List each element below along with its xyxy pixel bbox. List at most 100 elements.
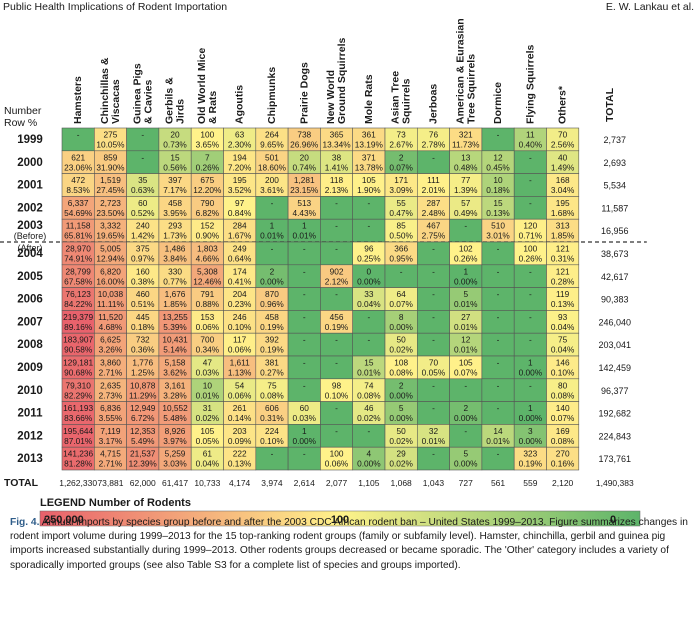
cell-row-percent: 13.19% — [355, 140, 384, 150]
cell-count: 98 — [332, 380, 342, 390]
cell-row-percent: 11.29% — [129, 390, 157, 400]
cell-row-percent: 81.28% — [64, 459, 93, 469]
cell-count: 60 — [138, 198, 148, 208]
cell-row-percent: 90.58% — [64, 345, 93, 355]
cell-row-percent: 3.01% — [486, 231, 510, 241]
cell-count: 61 — [203, 449, 213, 459]
cell-count: 501 — [265, 152, 279, 162]
cell-row-percent: 0.00% — [454, 276, 478, 286]
cell-count: 606 — [265, 403, 279, 413]
cell-row-percent: 0.23% — [228, 299, 252, 309]
cell-row-percent: 4.66% — [196, 254, 220, 264]
cell-row-percent: 0.26% — [519, 254, 543, 264]
column-header-text: Asian Tree — [390, 71, 402, 124]
cell-count: - — [432, 403, 435, 413]
cell-count: - — [335, 358, 338, 368]
cell-count: 33 — [364, 289, 374, 299]
cell-row-percent: 0.08% — [260, 390, 284, 400]
cell-count: 275 — [104, 130, 118, 140]
cell-count: 467 — [427, 221, 441, 231]
cell-row-percent: 0.00% — [519, 436, 543, 446]
cell-row-percent: 12.20% — [193, 185, 222, 195]
cell-row-percent: 0.03% — [196, 368, 220, 378]
cell-row-percent: 0.26% — [196, 162, 220, 172]
cell-count: - — [335, 335, 338, 345]
cell-row-percent: 2.30% — [228, 140, 252, 150]
cell-row-percent: 18.60% — [258, 162, 287, 172]
cell-row-percent: 0.00% — [389, 413, 413, 423]
cell-row-percent: 8.53% — [66, 185, 90, 195]
cell-count: 12,353 — [130, 426, 156, 436]
cell-count: 10,552 — [162, 403, 188, 413]
column-total: 61,417 — [162, 478, 188, 488]
cell-row-percent: 0.51% — [131, 299, 155, 309]
cell-count: 50 — [397, 426, 407, 436]
cell-row-percent: 5.48% — [163, 413, 187, 423]
cell-count: 5,308 — [197, 266, 218, 276]
cell-row-percent: 11.11% — [97, 299, 125, 309]
cell-row-percent: 0.02% — [196, 413, 220, 423]
column-header-text: Viscacas — [110, 79, 122, 124]
cell-count: - — [497, 312, 500, 322]
cell-count: - — [77, 130, 80, 140]
cell-row-percent: 2.56% — [551, 140, 575, 150]
cell-row-percent: 0.02% — [389, 345, 413, 355]
column-header: American & Eurasian Tree Squirrels — [454, 18, 477, 124]
cell-count: 330 — [168, 266, 182, 276]
column-header: Asian Tree Squirrels — [390, 71, 413, 124]
column-header: Mole Rats — [363, 74, 375, 124]
cell-count: 3,161 — [165, 380, 186, 390]
cell-row-percent: 0.18% — [486, 185, 510, 195]
cell-count: 13 — [461, 152, 471, 162]
cell-count: 0 — [367, 266, 372, 276]
cell-row-percent: 0.08% — [389, 368, 413, 378]
cell-count: - — [335, 426, 338, 436]
cell-row-percent: 6.72% — [131, 413, 155, 423]
row-year-label: 2004 — [17, 248, 43, 260]
cell-row-percent: 1.67% — [228, 231, 252, 241]
cell-row-percent: 0.13% — [486, 208, 510, 218]
cell-count: - — [432, 449, 435, 459]
cell-count: 194 — [233, 152, 247, 162]
cell-count: 3,860 — [100, 358, 121, 368]
cell-count: 152 — [200, 221, 214, 231]
column-header-text: Old World Mice — [196, 48, 208, 124]
cell-row-percent: 0.45% — [486, 162, 510, 172]
column-header-text: New World — [325, 70, 337, 124]
cell-count: - — [367, 426, 370, 436]
cell-row-percent: 12.46% — [193, 276, 222, 286]
row-total: 11,587 — [601, 203, 628, 213]
cell-count: 1 — [302, 221, 307, 231]
cell-row-percent: 0.48% — [454, 162, 478, 172]
cell-count: - — [367, 312, 370, 322]
column-header-text: Squirrels — [401, 78, 413, 124]
cell-count: 1 — [463, 266, 468, 276]
row-sub-label: (Before) — [14, 231, 47, 241]
cell-row-percent: 0.00% — [389, 322, 413, 332]
cell-row-percent: 0.01% — [260, 231, 284, 241]
cell-row-percent: 0.08% — [357, 390, 381, 400]
cell-count: 460 — [136, 289, 150, 299]
cell-row-percent: 0.05% — [422, 368, 446, 378]
cell-count: - — [141, 152, 144, 162]
cell-count: 240 — [136, 221, 150, 231]
cell-row-percent: 0.01% — [454, 322, 478, 332]
cell-row-percent: 82.29% — [64, 390, 93, 400]
cell-count: 10,878 — [130, 380, 156, 390]
cell-row-percent: 4.43% — [292, 208, 316, 218]
column-total: 559 — [523, 478, 537, 488]
cell-count: 105 — [200, 426, 214, 436]
cell-count: 249 — [233, 244, 247, 254]
cell-count: 15 — [170, 152, 180, 162]
column-header: Prairie Dogs — [298, 62, 310, 124]
row-year-label: 2009 — [17, 362, 43, 374]
cell-count: 8 — [399, 312, 404, 322]
cell-count: 738 — [297, 130, 311, 140]
cell-count: 284 — [233, 221, 247, 231]
cell-count: 203 — [233, 426, 247, 436]
column-total: 10,733 — [194, 478, 220, 488]
page-header: Public Health Implications of Rodent Imp… — [0, 0, 700, 16]
cell-count: - — [303, 358, 306, 368]
row-year-label: 2006 — [17, 294, 43, 306]
